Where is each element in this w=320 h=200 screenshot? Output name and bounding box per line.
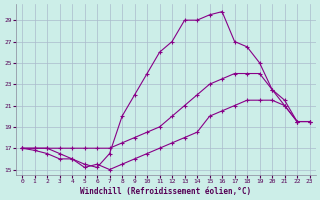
X-axis label: Windchill (Refroidissement éolien,°C): Windchill (Refroidissement éolien,°C) bbox=[80, 187, 252, 196]
